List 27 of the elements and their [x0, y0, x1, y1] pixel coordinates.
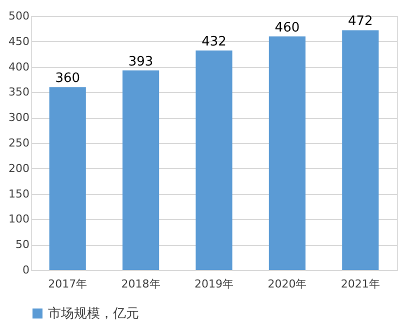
y-tick-label: 0: [22, 264, 30, 276]
bar: [268, 36, 306, 270]
legend-label: 市场规模，亿元: [48, 306, 139, 322]
bar: [196, 50, 232, 270]
bar: [342, 30, 379, 270]
y-tick-label: 100: [8, 212, 30, 226]
y-tick-label: 200: [8, 162, 30, 175]
y-tick-label: 250: [8, 136, 30, 150]
data-label: 472: [348, 14, 373, 30]
y-tick-label: 500: [8, 10, 30, 22]
data-label: 432: [202, 34, 226, 50]
data-label: 460: [274, 20, 300, 36]
y-tick-label: 450: [8, 34, 30, 48]
y-tick-label: 150: [8, 187, 30, 200]
x-tick-label: 2021年: [340, 278, 380, 290]
x-tick-label: 2018年: [121, 278, 160, 290]
bar: [122, 70, 160, 270]
y-tick-label: 350: [8, 86, 30, 99]
x-tick-label: 2019年: [194, 278, 234, 290]
bar: [49, 87, 86, 270]
data-label: 393: [128, 54, 154, 70]
y-tick-label: 300: [8, 111, 30, 124]
y-tick-label: 400: [8, 60, 30, 74]
data-label: 360: [55, 71, 80, 86]
y-tick-label: 50: [16, 238, 30, 252]
x-tick-label: 2017年: [48, 278, 88, 290]
x-tick-label: 2020年: [268, 278, 307, 290]
